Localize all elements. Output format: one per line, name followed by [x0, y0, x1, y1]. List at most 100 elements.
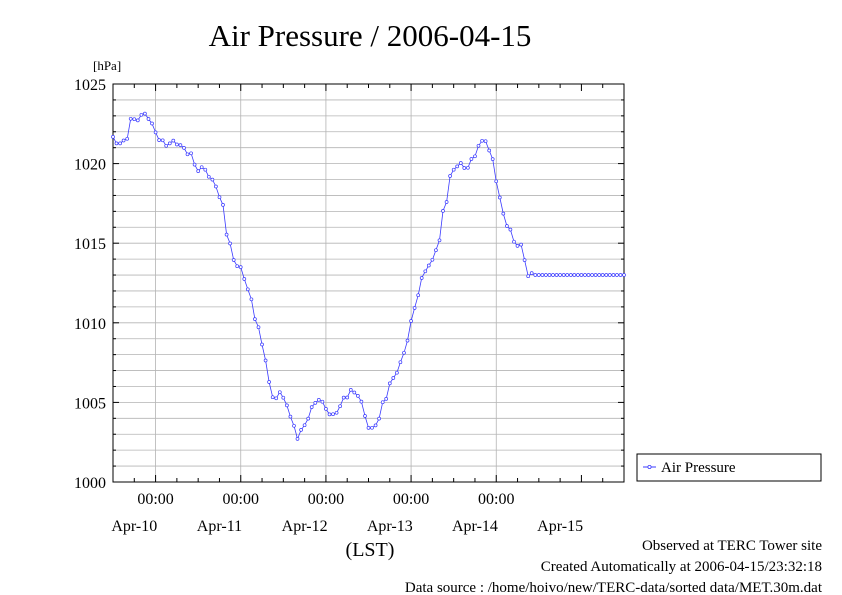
- y-axis-unit: [hPa]: [93, 58, 121, 73]
- data-point: [313, 401, 318, 405]
- data-point: [299, 428, 303, 432]
- data-point: [423, 269, 428, 274]
- data-point: [508, 227, 513, 232]
- data-point: [253, 317, 257, 321]
- data-point: [192, 162, 197, 167]
- data-point: [586, 273, 591, 277]
- legend-box: [636, 453, 822, 482]
- data-point: [416, 293, 421, 298]
- data-point: [405, 338, 410, 343]
- data-point: [288, 414, 293, 419]
- data-point: [409, 319, 413, 323]
- data-point: [327, 412, 332, 417]
- data-point: [568, 273, 573, 277]
- data-point: [356, 394, 360, 398]
- data-point: [522, 258, 527, 262]
- data-point: [473, 154, 477, 159]
- data-point: [217, 195, 222, 200]
- data-point: [380, 400, 385, 405]
- data-point: [121, 138, 126, 143]
- data-point: [540, 273, 545, 277]
- grid: [113, 84, 624, 482]
- data-point: [458, 161, 463, 165]
- data-point: [178, 143, 183, 147]
- footer-observed-site: Observed at TERC Tower site: [642, 538, 822, 554]
- footer-data-source: Data source : /home/hoivo/new/TERC-data/…: [405, 580, 823, 595]
- data-point: [171, 138, 176, 143]
- data-point: [256, 325, 261, 330]
- data-point: [199, 165, 204, 170]
- data-point: [558, 273, 562, 277]
- data-point: [597, 273, 602, 277]
- data-point: [352, 390, 357, 395]
- data-point: [139, 112, 144, 117]
- data-point: [451, 167, 456, 172]
- data-point: [512, 239, 516, 244]
- legend-marker: [647, 464, 652, 469]
- data-point: [316, 398, 321, 402]
- data-point: [341, 395, 346, 400]
- data-point: [565, 273, 570, 277]
- data-point: [238, 265, 243, 269]
- data-point: [536, 273, 541, 277]
- chart-title: Air Pressure / 2006-04-15: [209, 18, 532, 53]
- y-tick-label: 1000: [74, 475, 106, 492]
- data-point: [462, 166, 467, 170]
- x-time-label: 00:00: [478, 491, 514, 508]
- data-point: [618, 273, 623, 277]
- data-point: [167, 141, 172, 146]
- data-point: [324, 407, 328, 411]
- data-point: [448, 174, 452, 178]
- data-point: [419, 276, 424, 280]
- data-point: [221, 203, 225, 207]
- data-point: [118, 141, 122, 146]
- data-point: [302, 423, 307, 428]
- data-point: [505, 224, 509, 228]
- data-point: [526, 274, 531, 279]
- data-point: [430, 257, 435, 262]
- data-point: [455, 164, 460, 169]
- y-tick-label: 1015: [74, 236, 106, 253]
- data-point: [622, 273, 626, 277]
- data-point: [579, 273, 584, 277]
- data-point: [210, 177, 215, 182]
- data-point: [529, 271, 534, 275]
- data-point: [270, 395, 275, 400]
- data-point: [607, 273, 612, 277]
- data-point: [434, 248, 438, 253]
- data-point: [402, 350, 406, 355]
- data-point: [348, 388, 353, 392]
- data-point: [600, 273, 605, 277]
- data-point: [245, 287, 250, 292]
- data-point: [260, 342, 264, 347]
- x-date-label: Apr-15: [537, 518, 583, 535]
- data-point: [412, 306, 417, 310]
- x-date-label: Apr-10: [111, 518, 157, 535]
- x-date-label: Apr-13: [367, 518, 413, 535]
- data-point: [111, 135, 115, 139]
- data-point: [398, 360, 403, 365]
- data-point: [604, 273, 609, 277]
- data-point: [384, 397, 389, 401]
- x-date-label: Apr-14: [452, 518, 498, 535]
- x-time-label: 00:00: [137, 491, 173, 508]
- data-point: [164, 143, 169, 148]
- data-point: [441, 209, 445, 213]
- data-point: [480, 138, 484, 143]
- data-point: [153, 130, 158, 135]
- data-point: [444, 200, 449, 204]
- data-point: [377, 416, 381, 421]
- data-point: [501, 211, 506, 216]
- data-point: [281, 395, 286, 400]
- data-point: [345, 395, 350, 400]
- data-point: [391, 376, 396, 380]
- x-time-label: 00:00: [308, 491, 344, 508]
- x-date-label: Apr-12: [282, 518, 328, 535]
- data-point: [370, 425, 374, 430]
- data-point: [125, 136, 130, 141]
- data-point: [338, 404, 342, 409]
- data-point: [206, 174, 211, 179]
- data-point: [519, 242, 523, 247]
- y-tick-label: 1025: [74, 77, 106, 94]
